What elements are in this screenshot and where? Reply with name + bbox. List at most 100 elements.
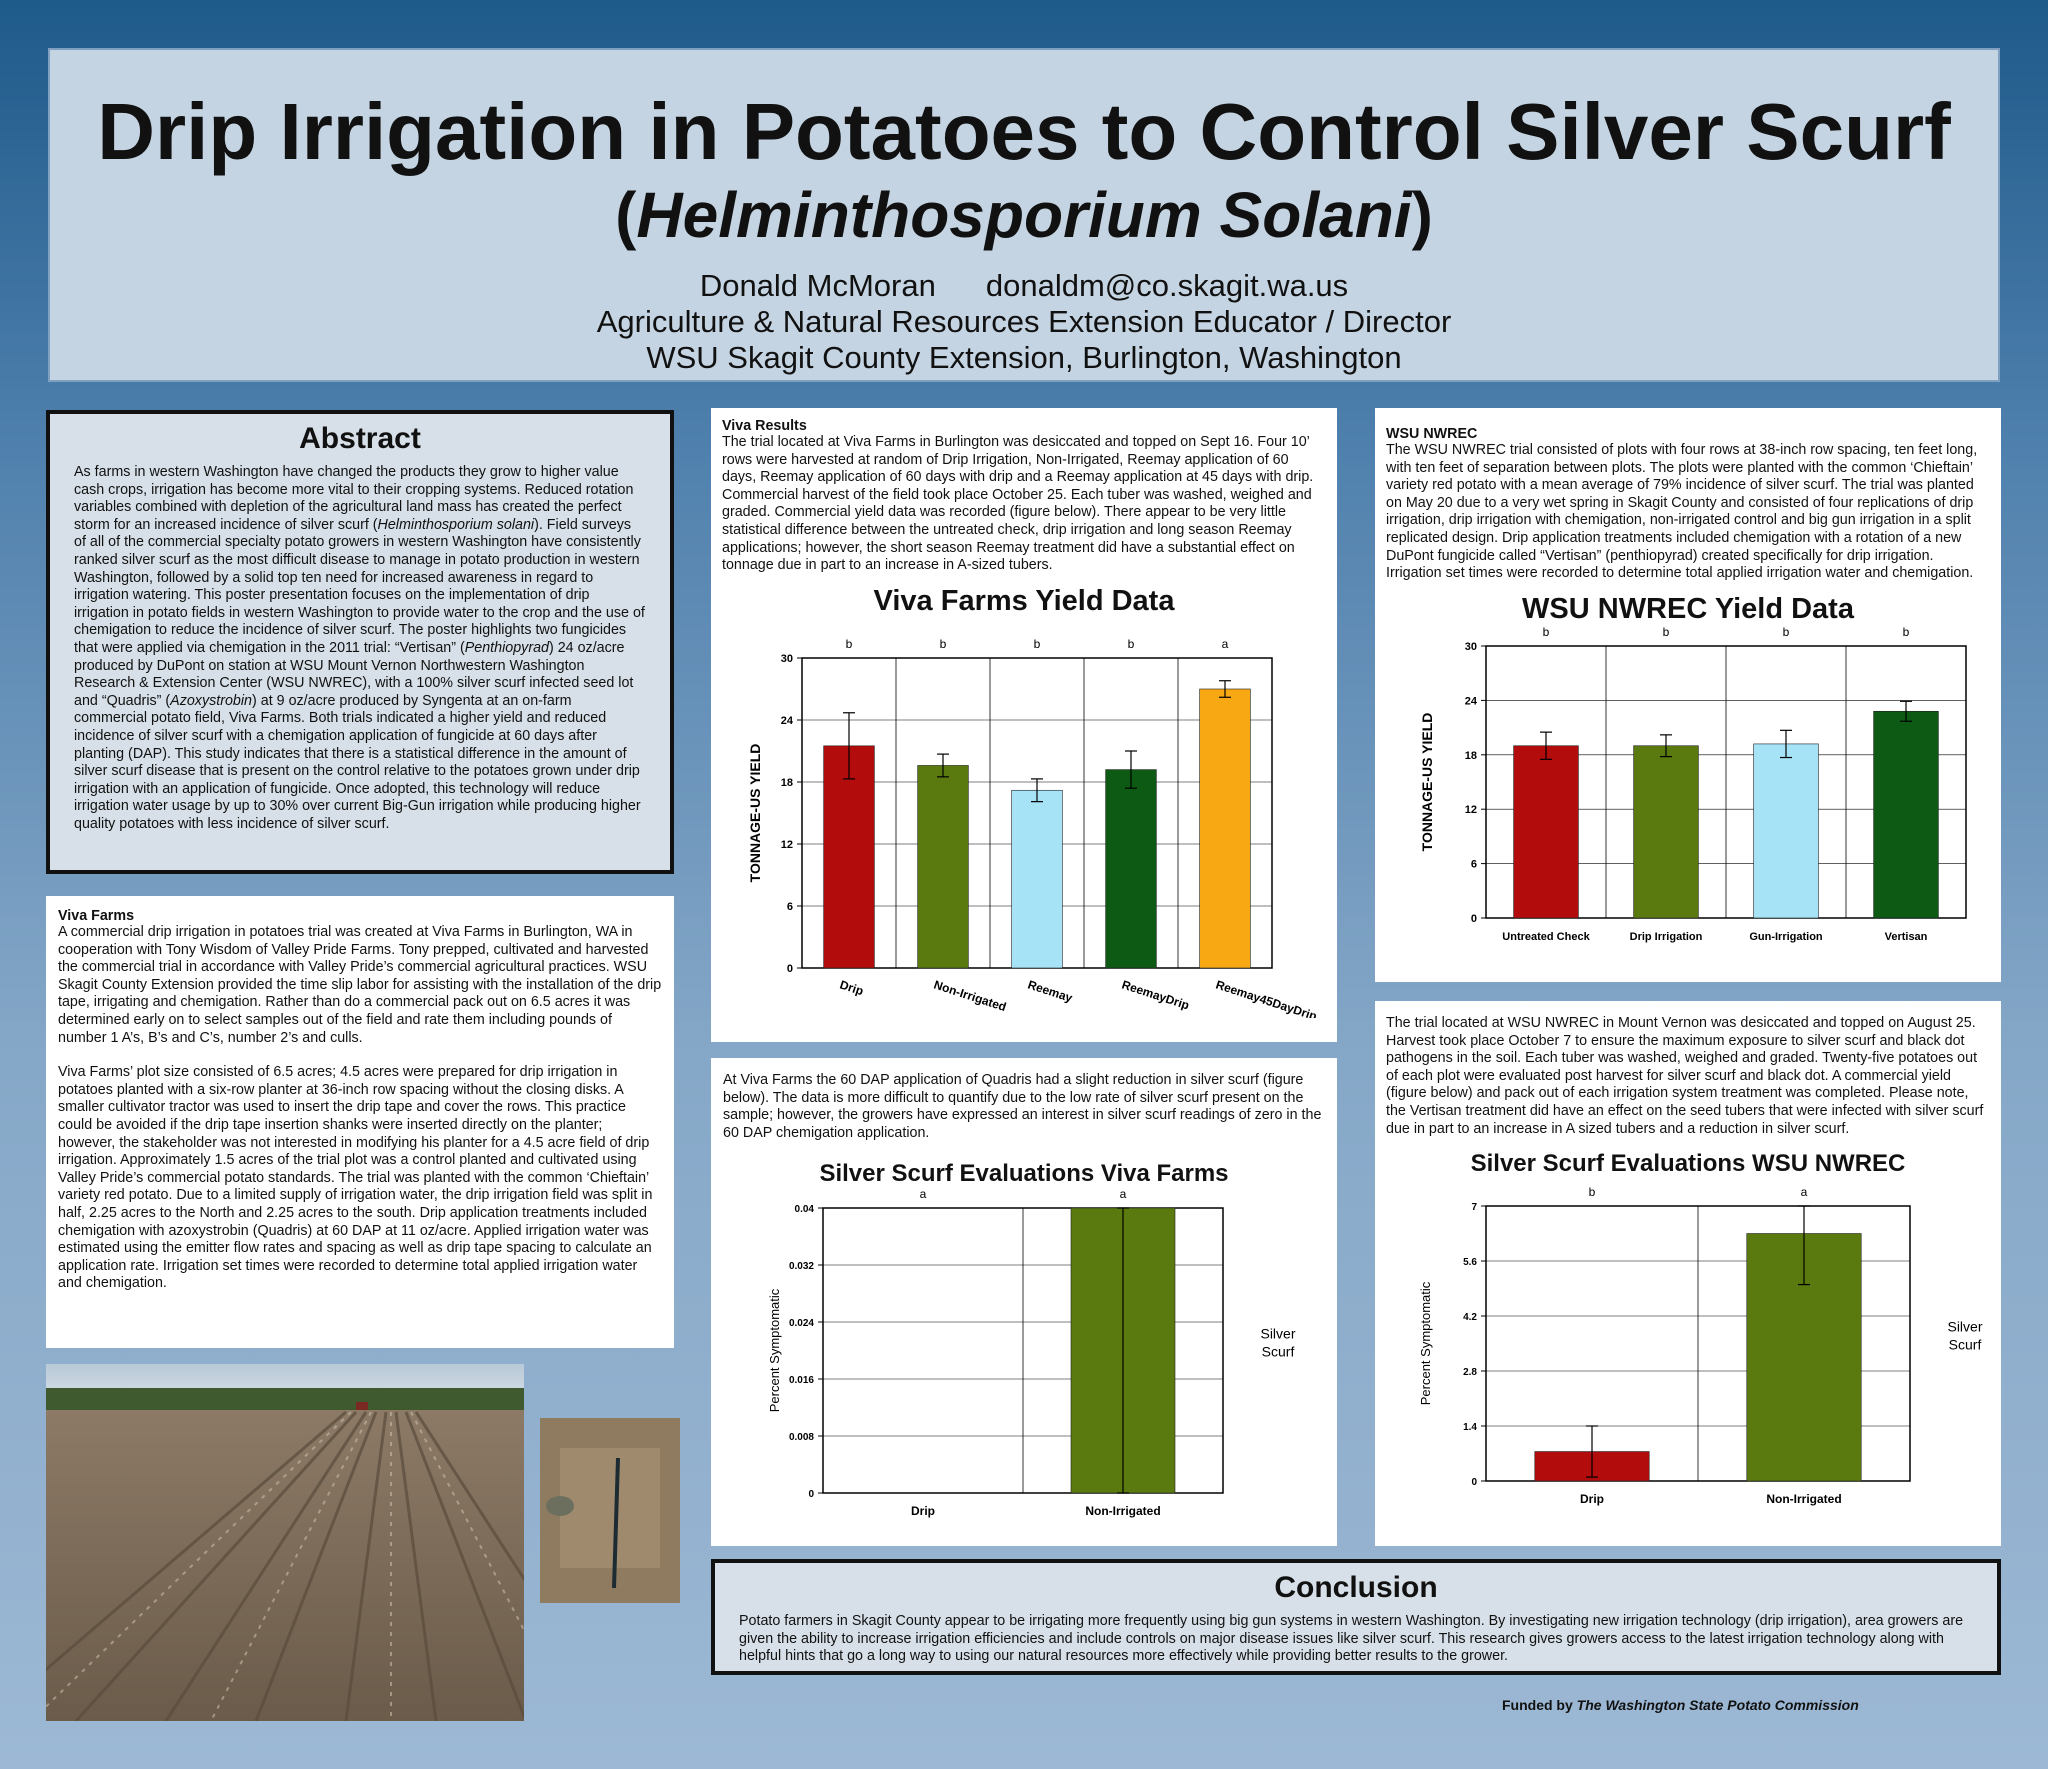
nwrec-scurf-text: The trial located at WSU NWREC in Mount … — [1386, 1015, 1984, 1137]
abstract-title: Abstract — [299, 422, 421, 455]
y-tick-label: 1.4 — [1463, 1422, 1477, 1433]
y-tick-label: 30 — [1465, 641, 1477, 653]
y-tick-label: 0 — [787, 963, 793, 975]
category-label: Drip — [838, 977, 865, 998]
viva-scurf-chart-title: Silver Scurf Evaluations Viva Farms — [819, 1160, 1229, 1188]
significance-letter: b — [1903, 626, 1910, 639]
viva-yield-chart-title: Viva Farms Yield Data — [873, 584, 1175, 617]
nwrec-heading: WSU NWREC — [1386, 426, 1478, 442]
viva-yield-chart: 0 6 12 18 24 30 b Drip b Non-Irrigated b Reemay b Ree… — [747, 637, 1319, 1023]
abstract-panel: Abstract As farms in western Washington … — [46, 410, 674, 874]
y-tick-label: 0 — [1471, 1477, 1477, 1488]
author-name: Donald McMoran — [699, 268, 936, 304]
y-tick-label: 0 — [808, 1489, 814, 1500]
nwrec-yield-chart-title: WSU NWREC Yield Data — [1522, 592, 1854, 625]
significance-letter: b — [1783, 626, 1790, 639]
legend-label: Silver — [1260, 1326, 1295, 1342]
bar — [823, 745, 875, 969]
y-tick-label: 5.6 — [1463, 1257, 1477, 1268]
conclusion-title: Conclusion — [1274, 1571, 1438, 1604]
conclusion-text: Potato farmers in Skagit County appear t… — [739, 1613, 1964, 1665]
bar — [1105, 769, 1157, 969]
author-email[interactable]: donaldm@co.skagit.wa.us — [985, 268, 1349, 304]
bar — [1199, 688, 1251, 969]
significance-letter: b — [1034, 637, 1041, 651]
category-label: ReemayDrip — [1120, 977, 1191, 1012]
category-label: Gun-Irrigation — [1749, 931, 1823, 943]
significance-letter: a — [920, 1188, 927, 1201]
funding-credit: Funded by The Washington State Potato Co… — [1502, 1697, 1859, 1713]
significance-letter: a — [1120, 1188, 1127, 1201]
category-label: Non-Irrigated — [932, 977, 1008, 1014]
field-rows-photo — [46, 1364, 524, 1721]
y-axis-label: TONNAGE-US YIELD — [1419, 712, 1435, 851]
drip-tape-image — [540, 1418, 680, 1603]
bar — [1011, 789, 1063, 969]
category-label: Drip — [1580, 1492, 1604, 1506]
category-label: Untreated Check — [1502, 931, 1590, 943]
nwrec-scurf-chart-title: Silver Scurf Evaluations WSU NWREC — [1470, 1150, 1906, 1178]
y-tick-label: 0.016 — [789, 1375, 814, 1386]
y-tick-label: 24 — [1465, 695, 1478, 707]
significance-letter: b — [846, 637, 853, 651]
drip-tape-photo — [540, 1418, 680, 1603]
viva-scurf-chart: 0 0.008 0.016 0.024 0.032 0.04 a Drip a Non-Irrig… — [767, 1187, 1296, 1518]
viva-results-heading: Viva Results — [722, 418, 807, 434]
y-tick-label: 12 — [1465, 804, 1477, 816]
bar — [917, 764, 969, 969]
viva-farms-paragraph-1: A commercial drip irrigation in potatoes… — [58, 924, 662, 1046]
significance-letter: b — [1663, 626, 1670, 639]
viva-results-panel: Viva Results The trial located at Viva F… — [711, 408, 1337, 1042]
legend-label: Scurf — [1262, 1344, 1295, 1360]
y-tick-label: 0.032 — [789, 1261, 814, 1272]
abstract-text: As farms in western Washington have chan… — [74, 464, 645, 832]
significance-letter: b — [940, 637, 947, 651]
viva-farms-paragraph-2: Viva Farms’ plot size consisted of 6.5 a… — [58, 1064, 653, 1292]
y-tick-label: 0.008 — [789, 1432, 814, 1443]
y-tick-label: 7 — [1471, 1202, 1477, 1213]
legend-label: Scurf — [1949, 1337, 1982, 1353]
category-label: Non-Irrigated — [1766, 1492, 1841, 1506]
y-tick-label: 30 — [781, 653, 793, 665]
y-tick-label: 6 — [787, 901, 793, 913]
y-tick-label: 0.024 — [789, 1318, 814, 1329]
significance-letter: b — [1589, 1185, 1596, 1199]
y-tick-label: 4.2 — [1463, 1312, 1477, 1323]
y-tick-label: 12 — [781, 839, 793, 851]
funding-sponsor: The Washington State Potato Commission — [1576, 1697, 1859, 1713]
poster-subtitle: (Helminthosporium Solani) — [615, 179, 1433, 251]
poster-title: Drip Irrigation in Potatoes to Control S… — [97, 87, 1951, 176]
bar — [1753, 743, 1819, 919]
viva-scurf-text: At Viva Farms the 60 DAP application of … — [723, 1072, 1322, 1141]
significance-letter: b — [1128, 637, 1135, 651]
field-rows-image — [46, 1364, 524, 1721]
author-line: Donald McMoran donaldm@co.skagit.wa.us — [50, 268, 1998, 304]
category-label: Drip — [911, 1504, 935, 1518]
viva-farms-panel: Viva Farms A commercial drip irrigation … — [46, 896, 674, 1348]
bar — [1633, 745, 1699, 919]
nwrec-panel: WSU NWREC The WSU NWREC trial consisted … — [1375, 408, 2001, 982]
y-axis-label: Percent Symptomatic — [1418, 1281, 1433, 1405]
nwrec-scurf-panel: The trial located at WSU NWREC in Mount … — [1375, 1001, 2001, 1546]
y-axis-label: Percent Symptomatic — [767, 1289, 782, 1413]
y-tick-label: 24 — [781, 715, 794, 727]
significance-letter: a — [1801, 1185, 1808, 1199]
y-tick-label: 0 — [1471, 913, 1477, 925]
nwrec-text: The WSU NWREC trial consisted of plots w… — [1386, 442, 1978, 582]
significance-letter: a — [1222, 637, 1229, 651]
bar — [1513, 745, 1579, 919]
y-tick-label: 18 — [781, 777, 793, 789]
viva-scurf-panel: At Viva Farms the 60 DAP application of … — [711, 1058, 1337, 1546]
y-tick-label: 6 — [1471, 858, 1477, 870]
category-label: Reemay — [1026, 977, 1074, 1005]
poster-header: Drip Irrigation in Potatoes to Control S… — [48, 48, 2000, 382]
viva-farms-heading: Viva Farms — [58, 908, 135, 924]
y-tick-label: 18 — [1465, 750, 1477, 762]
nwrec-yield-chart: 0 6 12 18 24 30 b Untreated Check b Drip Irrigati… — [1419, 625, 1967, 943]
bar — [1873, 710, 1939, 919]
legend-label: Silver — [1947, 1319, 1982, 1335]
y-tick-label: 2.8 — [1463, 1367, 1477, 1378]
y-axis-label: TONNAGE-US YIELD — [747, 743, 763, 882]
category-label: Drip Irrigation — [1630, 931, 1703, 943]
nwrec-scurf-chart: 0 1.4 2.8 4.2 5.6 7 b Drip a Non-Irrigated Percent… — [1418, 1185, 1983, 1506]
